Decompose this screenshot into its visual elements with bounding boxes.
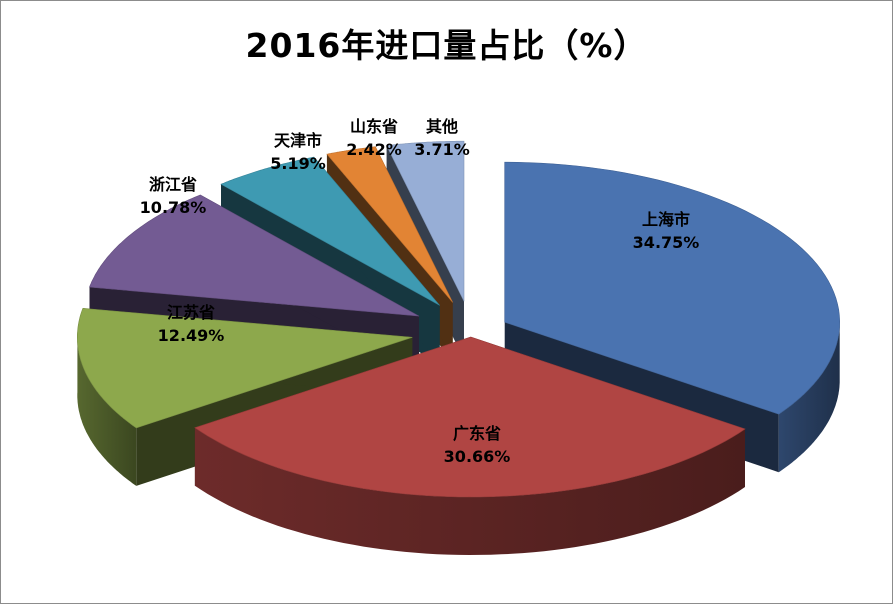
- slice-label-0: 上海市: [642, 210, 690, 229]
- slice-label-4: 天津市: [274, 131, 322, 150]
- pie-slice-4: [220, 156, 440, 306]
- pie-slice-0: [504, 161, 841, 415]
- slice-label-5: 山东省: [350, 117, 398, 136]
- pie-slice-6: [386, 140, 465, 302]
- slice-2-outer-wall-0: [77, 334, 137, 486]
- slice-label-2: 江苏省: [167, 303, 215, 322]
- slice-value-label-6: 3.71%: [414, 140, 470, 159]
- slice-value-label-0: 34.75%: [633, 233, 700, 252]
- slice-value-label-2: 12.49%: [158, 326, 225, 345]
- slice-value-label-4: 5.19%: [270, 154, 326, 173]
- pie-slice-5: [326, 146, 453, 303]
- pie-labels: 上海市 34.75% 广东省 30.66% 江苏省 12.49% 浙江省 10.78% 天津市 5…: [140, 117, 700, 466]
- slice-label-3: 浙江省: [149, 175, 197, 194]
- pie-slice-2: [77, 307, 413, 429]
- slice-0-outer-wall-0: [778, 321, 840, 473]
- slice-value-label-5: 2.42%: [346, 140, 402, 159]
- chart-title: 2016年进口量占比（%）: [245, 26, 648, 65]
- pie-slice-3: [89, 194, 420, 317]
- pie-slice-1: [194, 336, 746, 498]
- pie-tops: [77, 140, 841, 498]
- slice-label-6: 其他: [426, 117, 458, 136]
- slice-label-1: 广东省: [453, 424, 501, 443]
- slice-1-outer-wall-0: [194, 427, 745, 555]
- slice-value-label-3: 10.78%: [140, 198, 207, 217]
- slice-value-label-1: 30.66%: [444, 447, 511, 466]
